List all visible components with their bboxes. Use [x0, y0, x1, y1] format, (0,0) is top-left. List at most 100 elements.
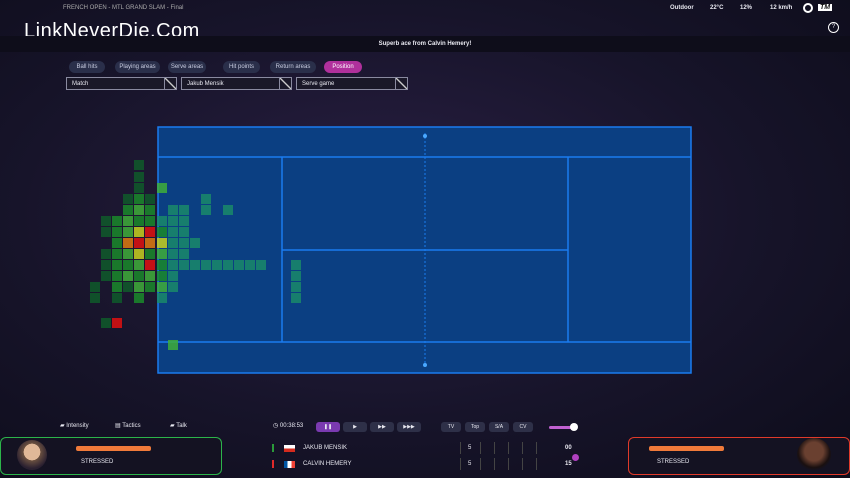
heat-cell — [291, 271, 301, 281]
opponent-panel: STRESSED — [628, 437, 850, 475]
set-score: 5 — [468, 461, 472, 467]
heat-cell — [201, 260, 211, 270]
heat-cell — [179, 216, 189, 226]
tab[interactable]: Ball hits — [69, 61, 105, 73]
server-marker — [272, 444, 274, 452]
heat-cell — [145, 194, 155, 204]
heat-cell — [223, 205, 233, 215]
tactics-button[interactable]: ▤ Tactics — [115, 423, 141, 429]
avatar — [17, 440, 47, 470]
tab[interactable]: Hit points — [223, 61, 260, 73]
heat-cell — [179, 249, 189, 259]
heat-cell — [134, 238, 144, 248]
zoom-handle[interactable] — [570, 423, 578, 431]
heat-cell — [112, 318, 122, 328]
zoom-slider[interactable] — [549, 426, 577, 429]
heat-cell — [112, 282, 122, 292]
talk-button[interactable]: ▰ Talk — [170, 423, 187, 429]
energy-bar — [649, 446, 724, 451]
heat-cell — [157, 282, 167, 292]
heat-cell — [123, 227, 133, 237]
serve-indicator — [572, 454, 579, 461]
logo: TM — [818, 4, 833, 11]
heat-cell — [123, 216, 133, 226]
score-row: JAKUB MENSIK 5 00 — [272, 442, 572, 454]
heat-cell — [134, 183, 144, 193]
help-button[interactable]: ? — [828, 22, 839, 33]
temperature: 22°C — [710, 5, 724, 11]
faster-button[interactable]: ▶▶▶ — [397, 422, 421, 432]
divider — [480, 442, 481, 454]
wind: 12 km/h — [770, 5, 793, 11]
heat-cell — [168, 238, 178, 248]
heat-cell — [234, 260, 244, 270]
pause-button[interactable]: ❚❚ — [316, 422, 340, 432]
heat-cell — [168, 271, 178, 281]
heat-cell — [123, 271, 133, 281]
heat-cell — [101, 249, 111, 259]
view-button[interactable]: Top — [465, 422, 485, 432]
humidity: 12% — [740, 5, 753, 11]
heat-cell — [90, 293, 100, 303]
heat-cell — [123, 205, 133, 215]
dropdown[interactable]: Jakub Mensik — [181, 77, 292, 90]
heat-cell — [157, 249, 167, 259]
divider — [494, 442, 495, 454]
court-lines — [158, 133, 691, 367]
heat-cell — [145, 260, 155, 270]
tab[interactable]: Playing areas — [115, 61, 160, 73]
intensity-button[interactable]: ▰ Intensity — [60, 423, 89, 429]
heat-cell — [134, 216, 144, 226]
heat-cell — [112, 216, 122, 226]
divider — [536, 458, 537, 470]
heat-cell — [157, 227, 167, 237]
heat-cell — [101, 271, 111, 281]
dropdown[interactable]: Match — [66, 77, 177, 90]
heat-cell — [123, 194, 133, 204]
heat-cell — [223, 260, 233, 270]
heat-cell — [179, 260, 189, 270]
play-button[interactable]: ▶ — [343, 422, 367, 432]
heat-cell — [157, 260, 167, 270]
view-button[interactable]: S/A — [489, 422, 509, 432]
view-button[interactable]: TV — [441, 422, 461, 432]
heat-cell — [123, 282, 133, 292]
point-score: 15 — [565, 461, 572, 467]
heat-cell — [168, 227, 178, 237]
avatar — [797, 438, 831, 472]
heat-cell — [179, 205, 189, 215]
view-button[interactable]: CV — [513, 422, 533, 432]
heat-cell — [134, 271, 144, 281]
heat-cell — [168, 340, 178, 350]
talk-label: Talk — [176, 423, 187, 429]
heat-cell — [145, 216, 155, 226]
heat-cell — [201, 194, 211, 204]
heat-cell — [168, 216, 178, 226]
intensity-label: Intensity — [66, 423, 89, 429]
heat-cell — [134, 249, 144, 259]
heat-cell — [145, 227, 155, 237]
tab[interactable]: Position — [324, 61, 362, 73]
divider — [508, 458, 509, 470]
fast-button[interactable]: ▶▶ — [370, 422, 394, 432]
heat-cell — [112, 293, 122, 303]
settings-icon[interactable] — [803, 3, 813, 13]
heat-cell — [256, 260, 266, 270]
heat-cell — [168, 260, 178, 270]
player-status: STRESSED — [81, 459, 114, 465]
heat-cell — [112, 238, 122, 248]
heat-cell — [112, 227, 122, 237]
heat-cell — [134, 205, 144, 215]
heat-cell — [101, 227, 111, 237]
heat-cell — [245, 260, 255, 270]
weather-condition: Outdoor — [670, 5, 694, 11]
heat-cell — [101, 318, 111, 328]
heat-cell — [291, 282, 301, 292]
player-panel: STRESSED — [0, 437, 222, 475]
heat-cell — [145, 238, 155, 248]
tab[interactable]: Return areas — [270, 61, 316, 73]
dropdown[interactable]: Serve game — [296, 77, 408, 90]
heat-cell — [134, 282, 144, 292]
tab[interactable]: Serve areas — [168, 61, 206, 73]
